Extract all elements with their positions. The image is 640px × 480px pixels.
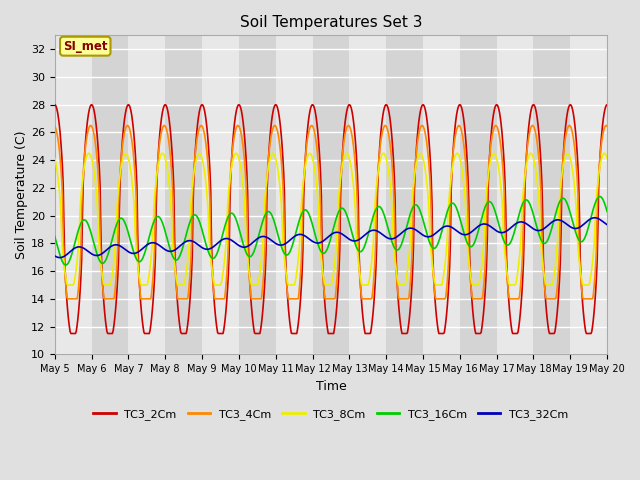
Bar — [570, 36, 607, 354]
TC3_8Cm — [400, 282, 408, 288]
Title: Soil Temperatures Set 3: Soil Temperatures Set 3 — [240, 15, 422, 30]
TC3_2Cm — [399, 331, 406, 336]
Bar — [534, 36, 570, 354]
TC3_8Cm — [61, 267, 68, 273]
TC3_8Cm — [204, 201, 211, 206]
TC3_16Cm — [415, 205, 423, 211]
Bar — [312, 36, 349, 354]
TC3_2Cm — [204, 132, 211, 138]
Bar — [276, 36, 312, 354]
TC3_8Cm — [269, 150, 276, 156]
TC3_2Cm — [118, 138, 126, 144]
TC3_4Cm — [64, 296, 72, 302]
Legend: TC3_2Cm, TC3_4Cm, TC3_8Cm, TC3_16Cm, TC3_32Cm: TC3_2Cm, TC3_4Cm, TC3_8Cm, TC3_16Cm, TC3… — [89, 405, 573, 424]
TC3_32Cm — [604, 222, 611, 228]
TC3_32Cm — [118, 244, 126, 250]
TC3_4Cm — [51, 123, 59, 129]
Text: SI_met: SI_met — [63, 40, 108, 53]
Bar — [55, 36, 92, 354]
Bar — [349, 36, 386, 354]
TC3_16Cm — [118, 216, 126, 222]
TC3_32Cm — [204, 246, 211, 252]
Line: TC3_2Cm: TC3_2Cm — [55, 105, 607, 334]
TC3_4Cm — [61, 268, 68, 274]
TC3_4Cm — [604, 123, 611, 129]
TC3_2Cm — [175, 311, 182, 317]
Line: TC3_4Cm: TC3_4Cm — [55, 125, 607, 299]
TC3_8Cm — [118, 157, 126, 163]
TC3_2Cm — [61, 258, 68, 264]
TC3_8Cm — [604, 156, 611, 161]
Bar — [386, 36, 423, 354]
TC3_4Cm — [492, 122, 500, 128]
Bar — [423, 36, 460, 354]
Y-axis label: Soil Temperature (C): Soil Temperature (C) — [15, 131, 28, 259]
Bar — [460, 36, 497, 354]
X-axis label: Time: Time — [316, 380, 346, 393]
TC3_32Cm — [51, 253, 59, 259]
TC3_2Cm — [604, 102, 611, 108]
TC3_4Cm — [175, 296, 182, 302]
Line: TC3_32Cm: TC3_32Cm — [55, 218, 607, 258]
TC3_32Cm — [56, 255, 64, 261]
TC3_32Cm — [399, 229, 406, 235]
TC3_32Cm — [61, 252, 69, 258]
TC3_2Cm — [415, 118, 423, 124]
TC3_16Cm — [604, 209, 611, 215]
TC3_8Cm — [51, 156, 59, 161]
TC3_32Cm — [591, 215, 598, 221]
Bar — [129, 36, 165, 354]
Bar — [497, 36, 534, 354]
TC3_4Cm — [415, 131, 423, 136]
Line: TC3_8Cm: TC3_8Cm — [55, 153, 607, 285]
TC3_8Cm — [416, 151, 424, 156]
Bar — [165, 36, 202, 354]
TC3_4Cm — [399, 296, 406, 302]
TC3_16Cm — [61, 262, 68, 268]
TC3_16Cm — [51, 234, 59, 240]
TC3_16Cm — [61, 262, 69, 268]
TC3_16Cm — [175, 255, 182, 261]
TC3_16Cm — [204, 247, 211, 252]
TC3_2Cm — [67, 331, 75, 336]
Bar — [202, 36, 239, 354]
Line: TC3_16Cm: TC3_16Cm — [55, 197, 607, 265]
TC3_8Cm — [175, 282, 182, 288]
TC3_16Cm — [596, 194, 604, 200]
TC3_32Cm — [415, 229, 423, 235]
Bar — [239, 36, 276, 354]
TC3_4Cm — [204, 158, 211, 164]
TC3_16Cm — [399, 238, 406, 243]
TC3_2Cm — [51, 102, 59, 108]
Bar — [92, 36, 129, 354]
TC3_32Cm — [175, 244, 182, 250]
TC3_8Cm — [64, 282, 72, 288]
TC3_4Cm — [118, 144, 126, 150]
